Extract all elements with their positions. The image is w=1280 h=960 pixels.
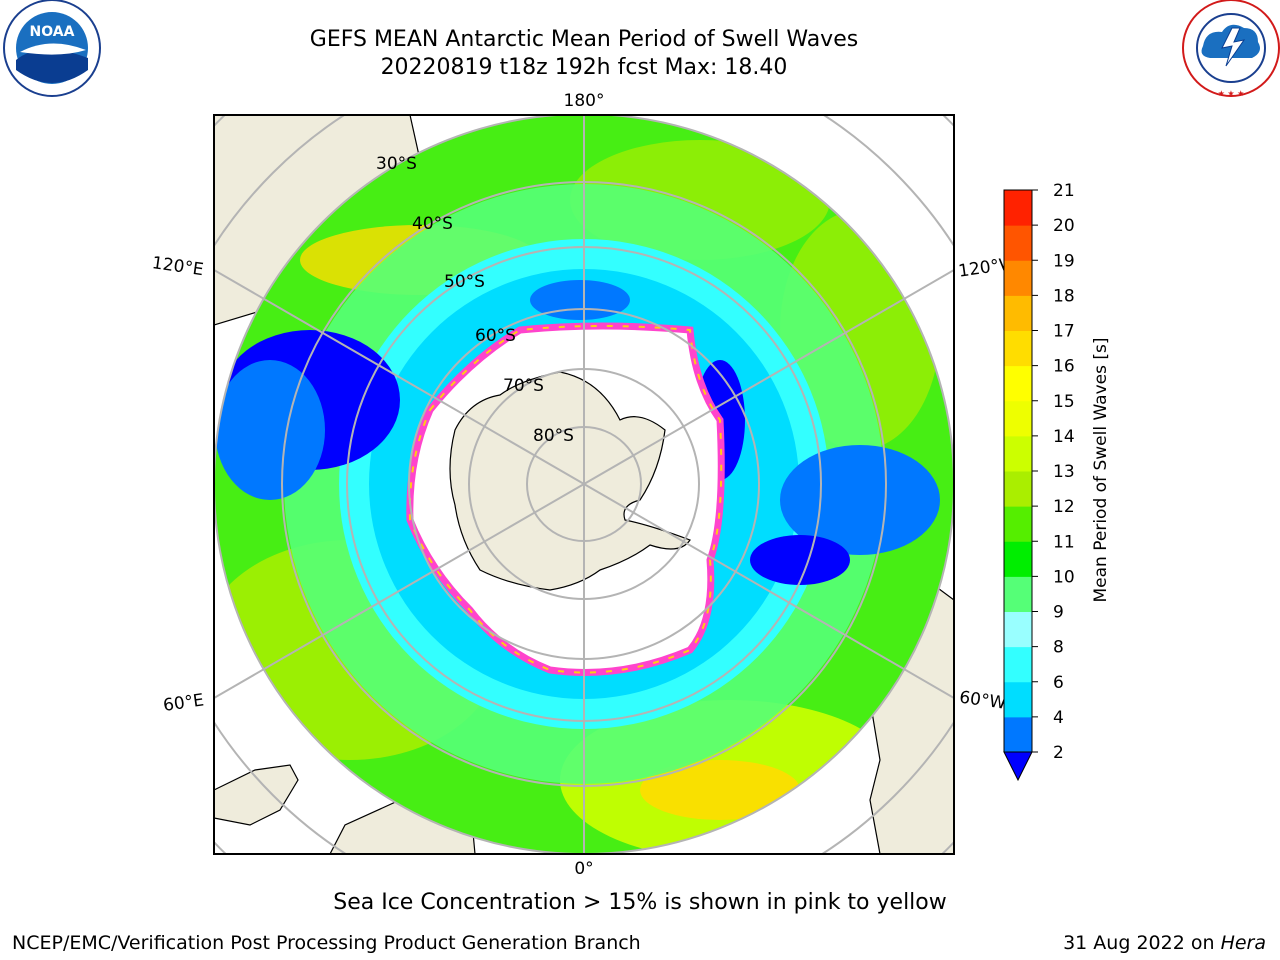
lon-label-0: 0° — [574, 859, 593, 879]
colorbar-segment — [1004, 190, 1032, 226]
colorbar-tick-label: 6 — [1053, 673, 1064, 693]
colorbar-segment — [1004, 716, 1032, 753]
colorbar-tick-label: 19 — [1053, 251, 1075, 271]
footer-host: Hera — [1220, 932, 1266, 954]
lon-label-120e: 120°E — [151, 253, 205, 280]
colorbar-tick-label: 12 — [1053, 497, 1075, 517]
colorbar-segment — [1004, 506, 1032, 542]
footer-date: 31 Aug 2022 on Hera — [1063, 932, 1266, 954]
lat-label-70s: 70°S — [503, 376, 544, 396]
noaa-logo: NOAA — [3, 0, 101, 97]
sea-ice-caption: Sea Ice Concentration > 15% is shown in … — [333, 890, 947, 915]
footer-credit: NCEP/EMC/Verification Post Processing Pr… — [12, 932, 641, 954]
colorbar-tick-label: 8 — [1053, 638, 1064, 658]
colorbar-tick-label: 14 — [1053, 427, 1075, 447]
colorbar-tick-label: 10 — [1053, 567, 1075, 587]
colorbar-tick-label: 9 — [1053, 603, 1064, 623]
colorbar-tick-label: 21 — [1053, 181, 1075, 201]
colorbar-segment — [1004, 576, 1032, 612]
colorbar-segment — [1004, 295, 1032, 331]
colorbar-tick-label: 15 — [1053, 392, 1075, 412]
colorbar-segment — [1004, 400, 1032, 437]
colorbar-segment — [1004, 365, 1032, 402]
colorbar-tick-label: 16 — [1053, 357, 1075, 377]
lat-label-50s: 50°S — [444, 272, 485, 292]
svg-text:★ ★ ★: ★ ★ ★ — [1218, 89, 1245, 98]
map-title: GEFS MEAN Antarctic Mean Period of Swell… — [309, 27, 859, 52]
map-frame — [213, 114, 955, 855]
latitude-labels: 30°S 40°S 50°S 60°S 70°S 80°S — [376, 154, 574, 446]
colorbar-segment — [1004, 471, 1032, 507]
graticule — [214, 115, 954, 854]
noaa-logo-text: NOAA — [30, 24, 75, 40]
lon-label-60w: 60°W — [958, 687, 1007, 713]
colorbar-segment — [1004, 646, 1032, 683]
colorbar-segment — [1004, 435, 1032, 472]
colorbar-tick-label: 11 — [1053, 532, 1075, 552]
colorbar-segment — [1004, 611, 1032, 648]
colorbar: 2 4 6 8 9 10 11 12 13 14 15 16 17 18 19 20 21 — [1003, 181, 1075, 782]
colorbar-segment — [1004, 541, 1032, 577]
lat-label-30s: 30°S — [376, 154, 417, 174]
longitude-labels: 180° 0° 120°E 60°E 120°W 60°W — [151, 91, 1018, 879]
colorbar-label: Mean Period of Swell Waves [s] — [1091, 338, 1111, 603]
lat-label-40s: 40°S — [412, 214, 453, 234]
colorbar-tick-label: 13 — [1053, 462, 1075, 482]
colorbar-segment — [1004, 260, 1032, 296]
nws-logo: ★ ★ ★ — [1182, 0, 1280, 98]
colorbar-tick-label: 20 — [1053, 216, 1075, 236]
colorbar-tick-label: 4 — [1053, 708, 1064, 728]
colorbar-tick-label: 18 — [1053, 286, 1075, 306]
colorbar-tick-label: 2 — [1053, 743, 1064, 763]
antarctica-landmass — [449, 371, 691, 591]
map-subtitle: 20220819 t18z 192h fcst Max: 18.40 — [380, 55, 788, 80]
colorbar-tick-label: 17 — [1053, 322, 1075, 342]
colorbar-segment — [1004, 330, 1032, 367]
footer-date-text: 31 Aug 2022 on — [1063, 932, 1221, 954]
colorbar-extend-triangle — [1003, 751, 1033, 782]
colorbar-segment — [1004, 225, 1032, 261]
colorbar-segment — [1004, 681, 1032, 718]
lon-label-180: 180° — [564, 91, 605, 111]
lat-label-80s: 80°S — [533, 426, 574, 446]
lon-label-60e: 60°E — [162, 690, 205, 715]
lat-label-60s: 60°S — [475, 326, 516, 346]
